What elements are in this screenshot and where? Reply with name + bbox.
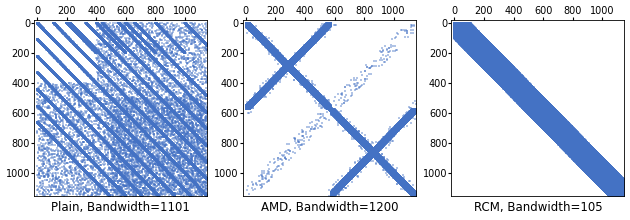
X-axis label: RCM, Bandwidth=105: RCM, Bandwidth=105 — [474, 202, 602, 214]
X-axis label: AMD, Bandwidth=1200: AMD, Bandwidth=1200 — [261, 202, 398, 214]
X-axis label: Plain, Bandwidth=1101: Plain, Bandwidth=1101 — [51, 202, 190, 214]
